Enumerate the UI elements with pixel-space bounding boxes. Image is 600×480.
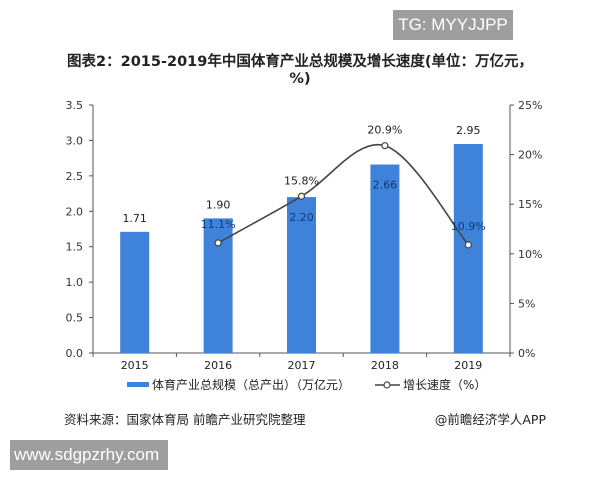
right-tick-label: 0% xyxy=(518,347,535,360)
chart-title: 图表2：2015-2019年中国体育产业总规模及增长速度(单位：万亿元，%) xyxy=(67,54,533,87)
growth-point-2019 xyxy=(464,241,472,249)
x-tick-label: 2017 xyxy=(288,359,316,372)
left-tick-label: 1.0 xyxy=(66,276,84,289)
left-tick-label: 2.0 xyxy=(66,205,84,218)
bar-2017 xyxy=(287,197,316,353)
bar-label-2017: 2.20 xyxy=(289,211,314,224)
left-tick-label: 0.0 xyxy=(66,347,84,360)
legend-line-label: 增长速度（%） xyxy=(403,377,486,392)
bar-2019 xyxy=(453,143,483,353)
source-note: 资料来源：国家体育局 前瞻产业研究院整理 xyxy=(64,412,306,427)
left-tick-label: 2.5 xyxy=(66,170,84,183)
right-tick-label: 5% xyxy=(518,297,535,310)
x-tick-label: 2016 xyxy=(204,359,232,372)
watermark-top: TG: MYYJJPP xyxy=(393,10,513,40)
legend-bar-label: 体育产业总规模（总产出）（万亿元） xyxy=(152,377,350,392)
watermark-bottom: www.sdgpzrhy.com xyxy=(10,440,168,470)
bar-label-2016: 1.90 xyxy=(206,198,231,211)
left-tick-label: 1.5 xyxy=(66,241,84,254)
bar-label-2018: 2.66 xyxy=(373,179,398,192)
credit-note: @前瞻经济学人APP xyxy=(435,412,547,427)
left-tick-label: 0.5 xyxy=(66,312,84,325)
x-tick-label: 2019 xyxy=(454,359,482,372)
left-tick-label: 3.0 xyxy=(66,134,84,147)
bar-2018 xyxy=(370,164,400,353)
growth-point-2017 xyxy=(297,192,306,200)
x-tick-label: 2018 xyxy=(371,359,399,372)
line-label-2019: 10.9% xyxy=(451,220,486,233)
legend: 体育产业总规模（总产出）（万亿元） 增长速度（%） xyxy=(127,377,486,392)
bar-label-2015: 1.71 xyxy=(122,212,147,225)
right-tick-label: 15% xyxy=(518,198,542,211)
right-tick-label: 25% xyxy=(518,99,542,112)
growth-point-2018 xyxy=(381,142,389,150)
line-label-2018: 20.9% xyxy=(367,124,402,137)
growth-line xyxy=(217,143,469,246)
left-tick-label: 3.5 xyxy=(66,99,84,112)
line-label-2016: 11.1% xyxy=(201,218,236,231)
right-tick-label: 20% xyxy=(518,149,542,162)
growth-point-2016 xyxy=(214,239,222,247)
x-tick-label: 2015 xyxy=(121,359,149,372)
bar-2016 xyxy=(203,218,233,353)
line-label-2017: 15.8% xyxy=(284,174,319,187)
legend-line-marker xyxy=(383,381,391,389)
bar-2015 xyxy=(120,231,150,353)
right-tick-label: 10% xyxy=(518,248,542,261)
bar-label-2019: 2.95 xyxy=(456,124,481,137)
legend-bar-swatch xyxy=(127,382,149,387)
